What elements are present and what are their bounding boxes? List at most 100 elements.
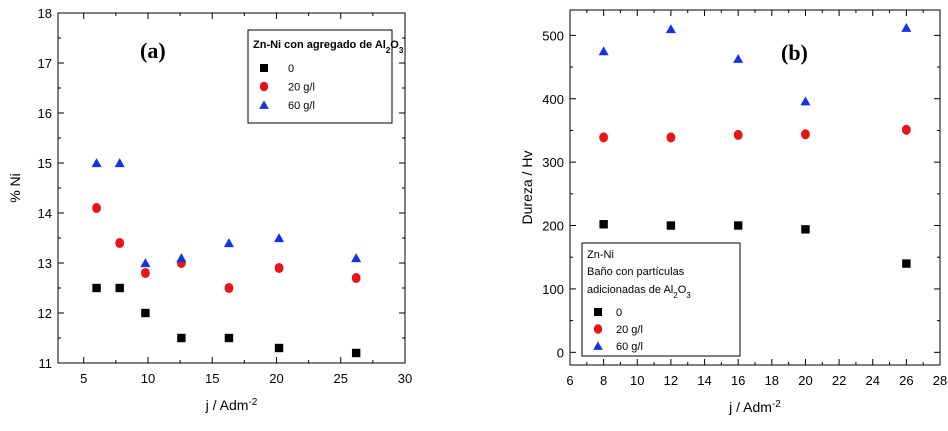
x-tick-label: 28: [933, 373, 947, 388]
legend-label: 20 g/l: [288, 82, 315, 94]
series-20-g-l: [92, 202, 361, 294]
data-point: [223, 238, 234, 248]
x-tick-label: 15: [205, 371, 219, 386]
x-axis: 5 10 15 20 25 30: [80, 13, 412, 386]
data-point: [115, 283, 124, 293]
y-tick-label: 400: [542, 92, 564, 107]
legend-label: 60 g/l: [288, 100, 315, 112]
x-tick-label: 18: [765, 373, 779, 388]
data-point: [140, 258, 151, 268]
chart-panel-b: 6 8 10 12 14 16 18 20 22 24 26 28 0 100 200 300 400 500 j …: [519, 9, 947, 416]
x-tick-label: 8: [600, 373, 607, 388]
x-tick-label: 25: [334, 371, 348, 386]
data-point: [800, 96, 811, 106]
legend: Zn-Ni Baño con partículas adicionadas de A…: [581, 242, 741, 357]
series-20-g-l: [599, 124, 911, 143]
legend-label: 60 g/l: [616, 341, 643, 353]
x-tick-label: 6: [566, 373, 573, 388]
y-tick-label: 0: [557, 345, 564, 360]
legend-marker: [594, 308, 602, 316]
x-axis-label: j / Adm-2: [205, 397, 258, 414]
x-tick-label: 24: [865, 373, 879, 388]
y-axis-label: % Ni: [7, 173, 23, 203]
y-tick-label: 18: [38, 6, 52, 21]
x-tick-label: 22: [832, 373, 846, 388]
legend-marker: [259, 81, 269, 92]
x-tick-label: 20: [798, 373, 812, 388]
y-axis: 11 12 13 14 15 16 17 18: [38, 6, 405, 371]
legend-box: [581, 242, 741, 357]
x-tick-label: 16: [731, 373, 745, 388]
y-tick-label: 16: [38, 106, 52, 121]
y-tick-label: 12: [38, 306, 52, 321]
series-60-g-l: [598, 22, 912, 106]
data-point: [665, 24, 676, 34]
data-point: [902, 259, 911, 268]
legend-title-line: Zn-Ni: [587, 249, 614, 261]
x-tick-label: 26: [899, 373, 913, 388]
data-point: [598, 46, 609, 56]
y-axis-label: Dureza / Hv: [519, 151, 535, 225]
x-tick-label: 10: [630, 373, 644, 388]
data-point: [177, 333, 186, 343]
data-point: [733, 129, 743, 140]
data-point: [176, 253, 187, 263]
data-point: [666, 221, 676, 230]
legend-title: Zn-Ni con agregado de Al2O3: [253, 39, 404, 55]
data-point: [224, 282, 234, 294]
x-tick-label: 5: [80, 371, 87, 386]
panel-label: (b): [781, 40, 808, 65]
data-point: [92, 202, 101, 214]
legend-marker: [260, 64, 268, 72]
chart-panel-a: 5 10 15 20 25 30 11 12 13 14 15 16 17 18 j / Adm-2 % Ni…: [7, 6, 412, 413]
y-tick-label: 200: [542, 219, 564, 234]
data-point: [140, 267, 150, 279]
series-60-g-l: [91, 158, 362, 268]
data-point: [91, 158, 102, 168]
data-point: [141, 308, 150, 318]
data-point: [801, 225, 810, 234]
legend-title-line: adicionadas de Al2O3: [587, 284, 691, 300]
legend-label: 0: [288, 63, 294, 75]
y-tick-label: 100: [542, 282, 564, 297]
legend-title-line: Baño con partículas: [587, 266, 685, 278]
data-point: [351, 253, 362, 263]
series-0: [92, 283, 361, 358]
data-point: [114, 158, 125, 168]
x-axis: 6 8 10 12 14 16 18 20 22 24 26 28: [566, 10, 947, 388]
data-point: [599, 220, 608, 229]
data-point: [733, 221, 743, 230]
x-tick-label: 12: [664, 373, 678, 388]
data-point: [901, 124, 911, 135]
legend-label: 20 g/l: [616, 324, 643, 336]
series-0: [599, 220, 911, 268]
data-point: [274, 262, 284, 274]
data-point: [224, 333, 234, 343]
data-point: [351, 348, 361, 358]
y-axis: 0 100 200 300 400 500: [542, 28, 940, 360]
legend-marker: [259, 100, 269, 109]
data-point: [115, 237, 125, 249]
legend: Zn-Ni con agregado de Al2O3 0 20 g/l 60 g/l: [247, 29, 404, 124]
data-point: [666, 132, 676, 143]
y-tick-label: 15: [38, 156, 52, 171]
data-point: [274, 233, 285, 243]
y-tick-label: 300: [542, 155, 564, 170]
x-tick-label: 30: [398, 371, 412, 386]
data-point: [351, 272, 361, 284]
panel-label: (a): [140, 38, 166, 63]
y-tick-label: 13: [38, 256, 52, 271]
x-tick-label: 20: [269, 371, 283, 386]
data-point: [92, 283, 101, 293]
data-point: [274, 343, 284, 353]
x-tick-label: 14: [697, 373, 711, 388]
x-axis-label: j / Adm-2: [728, 399, 781, 416]
data-point: [733, 53, 744, 63]
legend-marker: [593, 341, 603, 350]
data-point: [599, 132, 609, 143]
y-tick-label: 17: [38, 56, 52, 71]
y-tick-label: 500: [542, 28, 564, 43]
y-tick-label: 14: [38, 206, 52, 221]
